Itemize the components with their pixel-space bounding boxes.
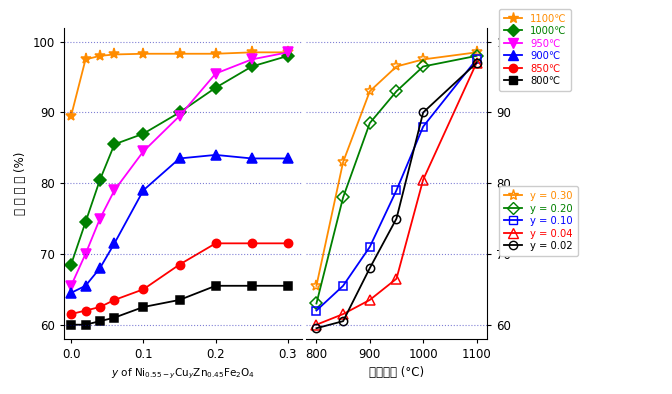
Legend: y = 0.30, y = 0.20, y = 0.10, y = 0.04, y = 0.02: y = 0.30, y = 0.20, y = 0.10, y = 0.04, …	[499, 186, 577, 256]
Y-axis label: 상 대 밀 도 (%): 상 대 밀 도 (%)	[14, 152, 27, 215]
Legend: 1100℃, 1000℃, 950℃, 900℃, 850℃, 800℃: 1100℃, 1000℃, 950℃, 900℃, 850℃, 800℃	[499, 9, 571, 91]
X-axis label: 소결온도 (°C): 소결온도 (°C)	[369, 366, 424, 379]
X-axis label: $y$ of Ni$_{0.55-y}$Cu$_{y}$Zn$_{0.45}$Fe$_{2}$O$_{4}$: $y$ of Ni$_{0.55-y}$Cu$_{y}$Zn$_{0.45}$F…	[111, 366, 255, 381]
